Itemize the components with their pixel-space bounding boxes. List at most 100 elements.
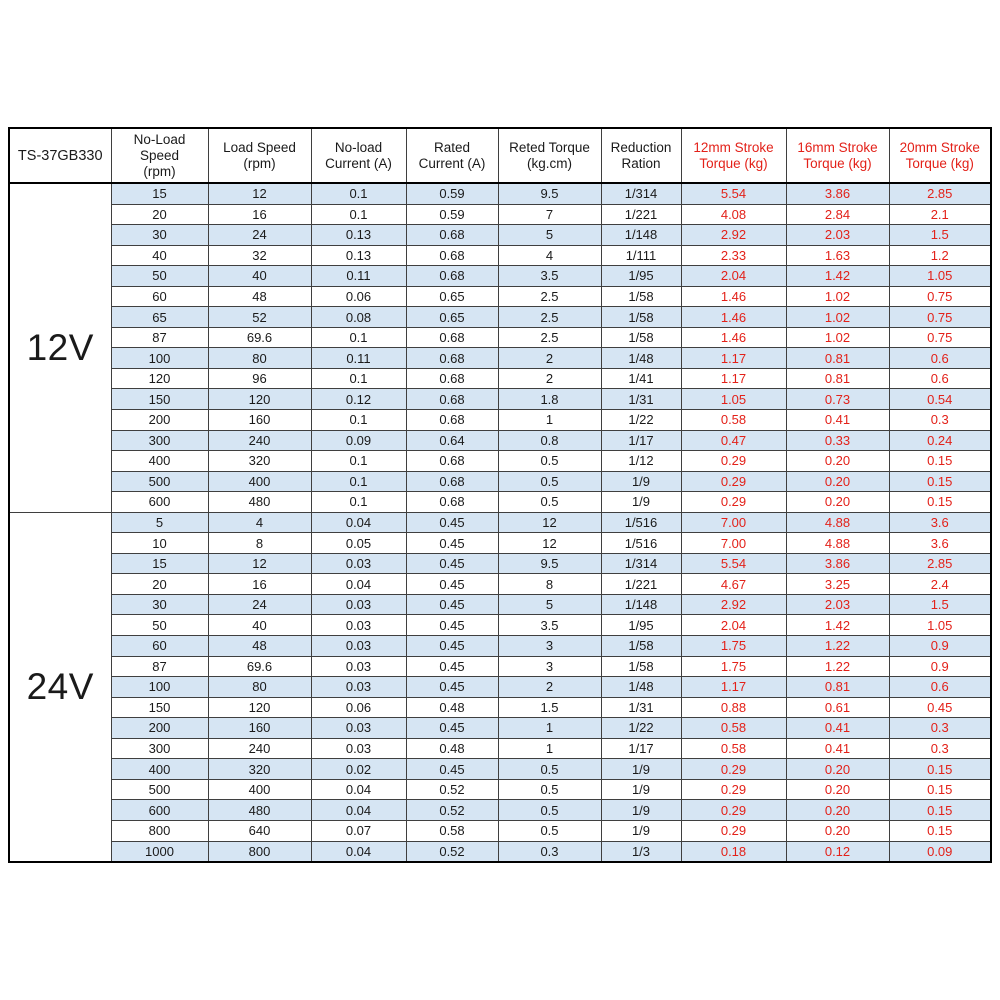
- cell: 0.33: [785, 429, 890, 452]
- cell: 2.85: [888, 182, 992, 205]
- cell: 0.6: [888, 676, 992, 698]
- voltage-label: 24V: [8, 511, 112, 863]
- table-row: 15 12 0.03 0.45 9.5 1/314 5.54 3.86 2.85: [9, 552, 992, 575]
- cell: 40: [207, 265, 312, 287]
- header-16mm-stroke-torque: 16mm Stroke Torque (kg): [785, 127, 890, 184]
- cell: 0.68: [405, 409, 499, 431]
- cell: 2: [497, 676, 602, 698]
- table-row: 500 400 0.1 0.68 0.5 1/9 0.29 0.20 0.15: [9, 470, 992, 493]
- cell: 500: [110, 470, 209, 493]
- cell: 0.04: [310, 511, 407, 534]
- cell: 0.68: [405, 265, 499, 287]
- header-model: TS-37GB330: [8, 127, 112, 184]
- cell: 0.29: [680, 491, 787, 513]
- cell: 1/9: [600, 470, 682, 493]
- cell: 15: [110, 182, 209, 205]
- cell: 0.68: [405, 388, 499, 411]
- cell: 1/41: [600, 367, 682, 390]
- cell: 1/314: [600, 182, 682, 205]
- cell: 0.58: [680, 737, 787, 760]
- cell: 1.17: [680, 347, 787, 369]
- table-row: 400 320 0.02 0.45 0.5 1/9 0.29 0.20 0.15: [9, 758, 992, 780]
- table-row: 150 120 0.06 0.48 1.5 1/31 0.88 0.61 0.45: [9, 696, 992, 719]
- cell: 400: [110, 450, 209, 472]
- cell: 1/314: [600, 552, 682, 575]
- cell: 0.88: [680, 696, 787, 719]
- cell: 32: [207, 244, 312, 267]
- cell: 1: [497, 409, 602, 431]
- cell: 5.54: [680, 552, 787, 575]
- table-row: 150 120 0.12 0.68 1.8 1/31 1.05 0.73 0.54: [9, 388, 992, 411]
- cell: 160: [207, 717, 312, 739]
- cell: 0.41: [785, 409, 890, 431]
- cell: 240: [207, 429, 312, 452]
- cell: 2.5: [497, 326, 602, 349]
- cell: 0.64: [405, 429, 499, 452]
- cell: 30: [110, 593, 209, 616]
- cell: 0.1: [310, 326, 407, 349]
- cell: 0.03: [310, 737, 407, 760]
- cell: 0.15: [888, 819, 992, 842]
- cell: 1/58: [600, 655, 682, 678]
- cell: 0.13: [310, 244, 407, 267]
- cell: 0.52: [405, 799, 499, 821]
- cell: 0.04: [310, 840, 407, 863]
- cell: 0.12: [785, 840, 890, 863]
- cell: 0.03: [310, 552, 407, 575]
- cell: 1.22: [785, 635, 890, 657]
- cell: 0.03: [310, 655, 407, 678]
- cell: 0.1: [310, 491, 407, 513]
- cell: 1.75: [680, 655, 787, 678]
- table-row: 24V 5 4 0.04 0.45 12 1/516 7.00 4.88 3.6: [8, 511, 992, 863]
- cell: 0.45: [405, 552, 499, 575]
- header-rated-current: Rated Current (A): [405, 127, 499, 184]
- header-12mm-stroke-torque: 12mm Stroke Torque (kg): [680, 127, 787, 184]
- cell: 0.68: [405, 224, 499, 246]
- cell: 0.45: [405, 614, 499, 637]
- table-row: 300 240 0.09 0.64 0.8 1/17 0.47 0.33 0.24: [9, 429, 992, 452]
- cell: 0.73: [785, 388, 890, 411]
- cell: 0.1: [310, 470, 407, 493]
- cell: 0.68: [405, 244, 499, 267]
- cell: 65: [110, 306, 209, 328]
- cell: 0.41: [785, 737, 890, 760]
- cell: 1/48: [600, 676, 682, 698]
- cell: 2.5: [497, 306, 602, 328]
- cell: 0.03: [310, 614, 407, 637]
- cell: 1.8: [497, 388, 602, 411]
- table-row: 120 96 0.1 0.68 2 1/41 1.17 0.81 0.6: [9, 367, 992, 390]
- cell: 4.08: [680, 203, 787, 226]
- voltage-label: 12V: [8, 182, 112, 513]
- table-row: 600 480 0.1 0.68 0.5 1/9 0.29 0.20 0.15: [9, 491, 992, 513]
- cell: 1/95: [600, 265, 682, 287]
- cell: 50: [110, 265, 209, 287]
- cell: 1/31: [600, 388, 682, 411]
- cell: 150: [110, 696, 209, 719]
- cell: 0.75: [888, 306, 992, 328]
- cell: 1/58: [600, 306, 682, 328]
- cell: 69.6: [207, 326, 312, 349]
- table-row: 60 48 0.03 0.45 3 1/58 1.75 1.22 0.9: [9, 635, 992, 657]
- cell: 1/9: [600, 758, 682, 780]
- cell: 0.45: [405, 676, 499, 698]
- cell: 0.29: [680, 778, 787, 801]
- table-row: 40 32 0.13 0.68 4 1/111 2.33 1.63 1.2: [9, 244, 992, 267]
- cell: 1: [497, 737, 602, 760]
- cell: 100: [110, 676, 209, 698]
- cell: 0.15: [888, 758, 992, 780]
- header-20mm-stroke-torque: 20mm Stroke Torque (kg): [888, 127, 992, 184]
- cell: 0.65: [405, 285, 499, 308]
- table-row: 30 24 0.13 0.68 5 1/148 2.92 2.03 1.5: [9, 224, 992, 246]
- cell: 0.03: [310, 593, 407, 616]
- cell: 1/221: [600, 573, 682, 595]
- cell: 4.88: [785, 532, 890, 554]
- cell: 2.92: [680, 224, 787, 246]
- cell: 500: [110, 778, 209, 801]
- cell: 4: [497, 244, 602, 267]
- cell: 0.03: [310, 717, 407, 739]
- cell: 1/48: [600, 347, 682, 369]
- cell: 0.1: [310, 367, 407, 390]
- header-reduction-ratio: Reduction Ration: [600, 127, 682, 184]
- cell: 20: [110, 573, 209, 595]
